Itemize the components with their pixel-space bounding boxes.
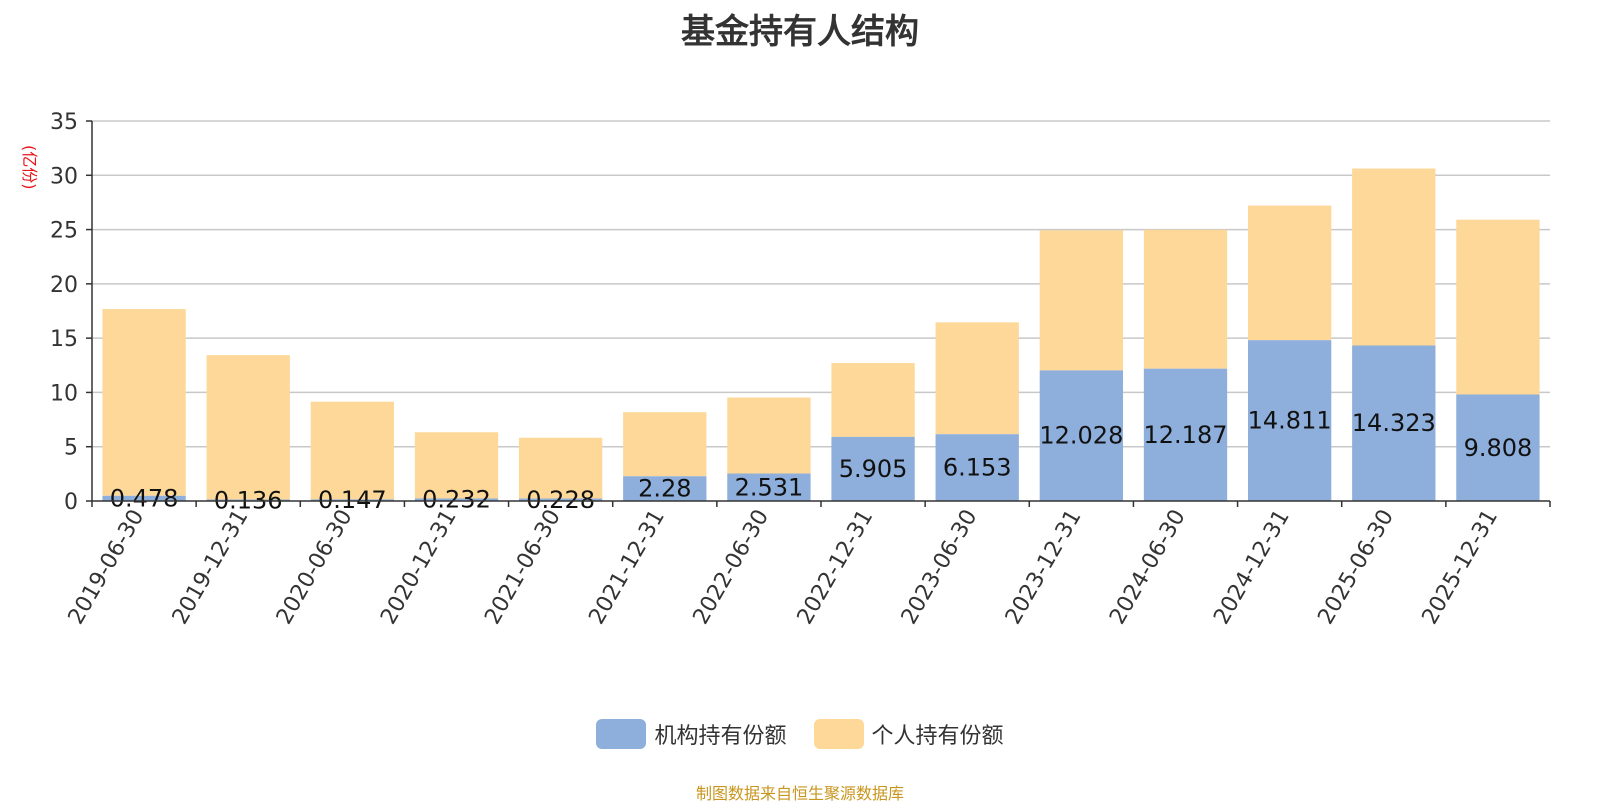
x-tick-label: 2022-12-31	[793, 506, 879, 629]
legend-label-institution: 机构持有份额	[654, 724, 787, 749]
bar-institution	[1143, 368, 1228, 501]
bar-institution	[1456, 394, 1540, 501]
chart-title: 基金持有人结构	[681, 12, 919, 52]
x-tick-label: 2025-06-30	[1313, 506, 1399, 629]
x-tick-label: 2019-12-31	[168, 506, 254, 629]
legend-item-individual[interactable]: 个人持有份额	[813, 718, 1004, 750]
x-tick-label: 2025-12-31	[1418, 506, 1504, 629]
data-label-institution: 0.228	[526, 486, 595, 514]
bar-institution	[727, 473, 811, 501]
x-tick-label: 2023-12-31	[1001, 506, 1087, 629]
data-label-institution: 6.153	[943, 454, 1012, 482]
data-label-institution: 0.478	[110, 484, 179, 512]
y-tick-label: 0	[64, 490, 78, 515]
bar-institution	[102, 495, 186, 501]
data-label-institution: 12.028	[1039, 422, 1123, 450]
bar-individual	[1247, 205, 1332, 341]
bar-individual	[518, 437, 603, 499]
legend: 机构持有份额 个人持有份额	[0, 718, 1600, 755]
y-tick-label: 35	[50, 110, 78, 135]
data-label-institution: 9.808	[1464, 434, 1533, 462]
x-tick-label: 2023-06-30	[897, 506, 983, 629]
data-label-institution: 5.905	[839, 455, 908, 483]
bar-institution	[935, 434, 1019, 501]
bar-individual	[102, 309, 186, 496]
data-label-institution: 14.811	[1248, 407, 1332, 435]
data-source-note: 制图数据来自恒生聚源数据库	[695, 784, 904, 803]
bar-individual	[310, 401, 395, 500]
legend-swatch-institution	[596, 719, 647, 749]
x-tick-label: 2024-06-30	[1105, 506, 1191, 629]
bar-individual	[1352, 168, 1436, 346]
y-tick-label: 10	[50, 381, 78, 406]
bar-individual	[1039, 230, 1124, 371]
bar-individual	[727, 397, 811, 474]
bar-institution	[414, 498, 499, 501]
bar-institution	[1352, 345, 1436, 501]
x-tick-label: 2022-06-30	[689, 506, 775, 629]
x-tick-label: 2020-06-30	[272, 506, 358, 629]
legend-swatch-individual	[813, 719, 864, 749]
legend-label-individual: 个人持有份额	[871, 724, 1004, 749]
data-label-institution: 0.232	[422, 486, 491, 514]
y-tick-label: 5	[64, 436, 78, 461]
bar-institution	[1247, 340, 1332, 501]
bar-individual	[206, 355, 290, 500]
y-tick-label: 30	[50, 164, 78, 189]
x-tick-label: 2021-06-30	[480, 506, 566, 629]
bar-institution	[1039, 370, 1124, 501]
x-tick-label: 2019-06-30	[64, 506, 150, 629]
y-tick-label: 15	[50, 327, 78, 352]
legend-item-institution[interactable]: 机构持有份额	[596, 718, 787, 750]
y-tick-label: 20	[50, 273, 78, 298]
bar-institution	[623, 476, 707, 501]
bar-institution	[831, 436, 915, 501]
data-label-institution: 2.28	[638, 475, 691, 503]
y-tick-label: 25	[50, 219, 78, 244]
bar-individual	[414, 432, 499, 499]
bar-individual	[831, 363, 915, 437]
x-tick-label: 2021-12-31	[584, 506, 670, 629]
bar-individual	[1456, 219, 1540, 395]
x-tick-label: 2024-12-31	[1209, 506, 1295, 629]
bar-individual	[1143, 229, 1228, 369]
data-label-institution: 14.323	[1352, 409, 1436, 437]
data-label-institution: 2.531	[735, 473, 804, 501]
x-tick-label: 2020-12-31	[376, 506, 462, 629]
bar-institution	[518, 498, 603, 501]
bar-institution	[310, 499, 395, 501]
bar-individual	[623, 412, 707, 477]
data-label-institution: 12.187	[1144, 421, 1228, 449]
bar-individual	[935, 322, 1019, 435]
data-label-institution: 0.147	[318, 486, 387, 514]
